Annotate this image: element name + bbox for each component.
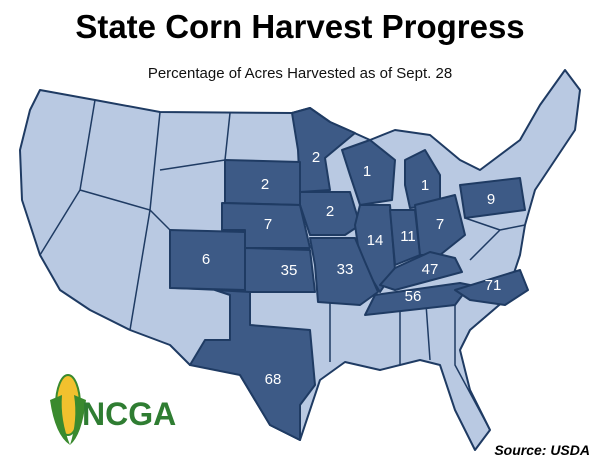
state-value: 7 — [436, 216, 444, 233]
state-value: 6 — [202, 251, 210, 268]
state — [309, 237, 379, 306]
state — [354, 204, 396, 293]
state-value: 1 — [363, 163, 371, 180]
state — [459, 177, 526, 219]
state-value: 11 — [400, 228, 416, 245]
state — [244, 247, 316, 293]
state — [379, 251, 463, 291]
state-value: 2 — [261, 176, 269, 193]
logo: NCGA — [50, 374, 176, 445]
state-value: 68 — [265, 371, 282, 388]
state-value: 9 — [487, 191, 495, 208]
state-value: 33 — [337, 261, 354, 278]
state-value: 7 — [264, 216, 272, 233]
state — [414, 194, 466, 256]
title: State Corn Harvest Progress — [75, 8, 524, 45]
highlighted-states — [169, 107, 529, 441]
corn-leaves — [50, 395, 86, 445]
state-value: 1 — [421, 177, 429, 194]
state-value: 35 — [281, 262, 298, 279]
state-value: 47 — [422, 261, 439, 278]
state-value: 14 — [367, 232, 384, 249]
state-value: 71 — [485, 277, 502, 294]
subtitle: Percentage of Acres Harvested as of Sept… — [148, 65, 452, 82]
source: Source: USDA — [494, 442, 590, 458]
state — [189, 289, 316, 441]
state-value: 56 — [405, 288, 422, 305]
logo-text: NCGA — [82, 396, 176, 432]
state — [454, 269, 529, 306]
state — [341, 139, 396, 206]
state-value: 2 — [326, 203, 334, 220]
state-value: 2 — [312, 149, 320, 166]
